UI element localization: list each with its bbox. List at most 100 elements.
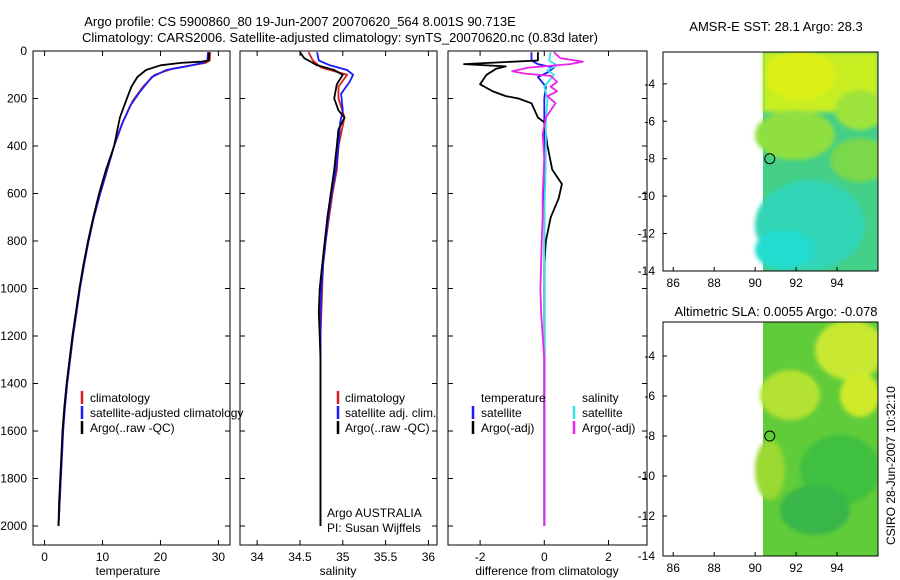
sla-low-patch-2 bbox=[780, 485, 850, 535]
salinity-series bbox=[299, 51, 355, 526]
depth-tick-label: 2000 bbox=[0, 519, 27, 533]
lon-tick-label: 88 bbox=[708, 561, 722, 575]
series-line-temperature-argo-adj- bbox=[463, 52, 563, 526]
sla-high-patch-3 bbox=[840, 373, 878, 417]
legend-argo: Argo(..raw -QC) bbox=[345, 421, 430, 435]
temperature-xlabel: temperature bbox=[96, 564, 161, 578]
sst-mid-patch bbox=[835, 90, 878, 130]
sla-lat-ticks: -4 -6 -8 -10 -12 -14 bbox=[638, 349, 667, 563]
lat-tick-label: -12 bbox=[638, 227, 656, 241]
sla-heatmap bbox=[755, 322, 878, 556]
legend-climatology: climatology bbox=[345, 391, 405, 405]
argo-float-marker bbox=[764, 153, 776, 165]
temperature-x-ticks: 0 10 20 30 bbox=[41, 51, 225, 564]
legend-climatology: climatology bbox=[90, 391, 150, 405]
figure-title: Argo profile: CS 5900860_80 19-Jun-2007 … bbox=[84, 14, 516, 29]
lat-tick-label: -4 bbox=[644, 349, 655, 363]
lat-tick-label: -10 bbox=[638, 189, 656, 203]
x-tick-label: 30 bbox=[212, 550, 226, 564]
pi-annotation: PI: Susan Wijffels bbox=[327, 521, 421, 535]
series-line-salinity-satellite bbox=[543, 52, 558, 526]
sla-map-frame bbox=[662, 321, 879, 557]
sst-lon-ticks: 86 88 90 92 94 bbox=[667, 267, 844, 290]
difference-axes-frame bbox=[447, 50, 648, 546]
salinity-axes-frame bbox=[239, 50, 438, 546]
legend-temp-argo: Argo(-adj) bbox=[481, 421, 534, 435]
sla-map-panel: Altimetric SLA: 0.0055 Argo: -0.078 -4 -6… bbox=[638, 304, 879, 575]
legend-temp-satellite: satellite bbox=[481, 406, 522, 420]
lat-tick-label: -6 bbox=[644, 389, 655, 403]
series-line-climatology bbox=[57, 52, 212, 527]
salinity-legend: climatology satellite adj. clim. Argo(..… bbox=[336, 391, 436, 435]
difference-depth-ticks bbox=[448, 50, 647, 527]
sst-heatmap bbox=[755, 52, 878, 271]
difference-panel: -2 0 2 difference from climatology tempera… bbox=[447, 50, 648, 578]
depth-tick-label: 200 bbox=[7, 92, 27, 106]
temperature-axes-frame bbox=[32, 50, 231, 546]
lat-tick-label: -4 bbox=[644, 77, 655, 91]
legend-satellite: satellite adj. clim. bbox=[345, 406, 436, 420]
credit-text: CSIRO 28-Jun-2007 10:32:10 bbox=[884, 386, 898, 545]
lat-tick-label: -14 bbox=[638, 264, 656, 278]
lon-tick-label: 94 bbox=[830, 561, 844, 575]
depth-tick-label: 1000 bbox=[0, 282, 27, 296]
x-tick-label: 34 bbox=[250, 550, 264, 564]
sst-mid-patch-3 bbox=[830, 138, 878, 182]
x-tick-label: 0 bbox=[41, 550, 48, 564]
lat-tick-label: -8 bbox=[644, 429, 655, 443]
difference-legend: temperature satellite Argo(-adj) salinit… bbox=[471, 391, 635, 435]
legend-sal-satellite: satellite bbox=[582, 406, 623, 420]
salinity-panel: 34 34.5 35 35.5 36 salinity climatology sate… bbox=[239, 50, 438, 578]
temperature-series bbox=[57, 52, 212, 527]
argo-float-marker bbox=[764, 430, 776, 442]
sst-map-panel: AMSR-E SST: 28.1 Argo: 28.3 -4 -6 -8 -10 -12… bbox=[638, 19, 879, 290]
difference-x-ticks: -2 0 2 bbox=[475, 51, 612, 564]
lat-tick-label: -10 bbox=[638, 469, 656, 483]
figure-subtitle: Climatology: CARS2006. Satellite-adjuste… bbox=[82, 30, 598, 45]
x-tick-label: 35 bbox=[336, 550, 350, 564]
x-tick-label: -2 bbox=[475, 550, 486, 564]
sla-lon-ticks: 86 88 90 92 94 bbox=[667, 552, 844, 575]
sst-mid-patch-2 bbox=[755, 110, 835, 160]
salinity-xlabel: salinity bbox=[320, 564, 357, 578]
salinity-depth-ticks bbox=[240, 50, 437, 527]
depth-tick-label: 1800 bbox=[0, 472, 27, 486]
depth-tick-label: 800 bbox=[7, 234, 27, 248]
sla-high-patch-2 bbox=[760, 370, 820, 420]
series-line-argo bbox=[299, 51, 346, 526]
temperature-depth-ticks: 0 200 400 600 800 1000 1200 1400 1600 1800 2000 bbox=[0, 44, 230, 533]
temperature-panel: 0 200 400 600 800 1000 1200 1400 1600 1800 2000 0 1… bbox=[0, 44, 243, 578]
sla-mid-patch bbox=[755, 440, 785, 500]
temperature-legend: climatology satellite-adjusted climatolo… bbox=[80, 391, 243, 435]
sla-float-marker-layer bbox=[764, 430, 776, 442]
sst-float-marker-layer bbox=[764, 153, 776, 165]
depth-tick-label: 0 bbox=[20, 44, 27, 58]
sst-field-patches bbox=[755, 52, 878, 270]
lat-tick-label: -14 bbox=[638, 549, 656, 563]
legend-temperature-heading: temperature bbox=[481, 391, 546, 405]
lon-tick-label: 86 bbox=[667, 276, 681, 290]
sst-warm-patch bbox=[765, 52, 835, 100]
depth-tick-label: 1600 bbox=[0, 424, 27, 438]
x-tick-label: 0 bbox=[541, 550, 548, 564]
x-tick-label: 34.5 bbox=[288, 550, 312, 564]
depth-tick-label: 1200 bbox=[0, 329, 27, 343]
sst-map-frame bbox=[662, 51, 879, 272]
x-tick-label: 36 bbox=[422, 550, 436, 564]
lon-tick-label: 88 bbox=[708, 276, 722, 290]
sst-cool-patch-2 bbox=[755, 230, 815, 270]
lat-tick-label: -12 bbox=[638, 509, 656, 523]
legend-satellite: satellite-adjusted climatology bbox=[90, 406, 243, 420]
lon-tick-label: 94 bbox=[830, 276, 844, 290]
lat-tick-label: -8 bbox=[644, 152, 655, 166]
legend-salinity-heading: salinity bbox=[582, 391, 619, 405]
depth-tick-label: 400 bbox=[7, 139, 27, 153]
argo-country-annotation: Argo AUSTRALIA bbox=[327, 506, 422, 520]
x-tick-label: 20 bbox=[154, 550, 168, 564]
lon-tick-label: 90 bbox=[748, 276, 762, 290]
depth-tick-label: 600 bbox=[7, 187, 27, 201]
sla-high-patch bbox=[815, 322, 878, 380]
lat-tick-label: -6 bbox=[644, 114, 655, 128]
lon-tick-label: 92 bbox=[789, 276, 803, 290]
